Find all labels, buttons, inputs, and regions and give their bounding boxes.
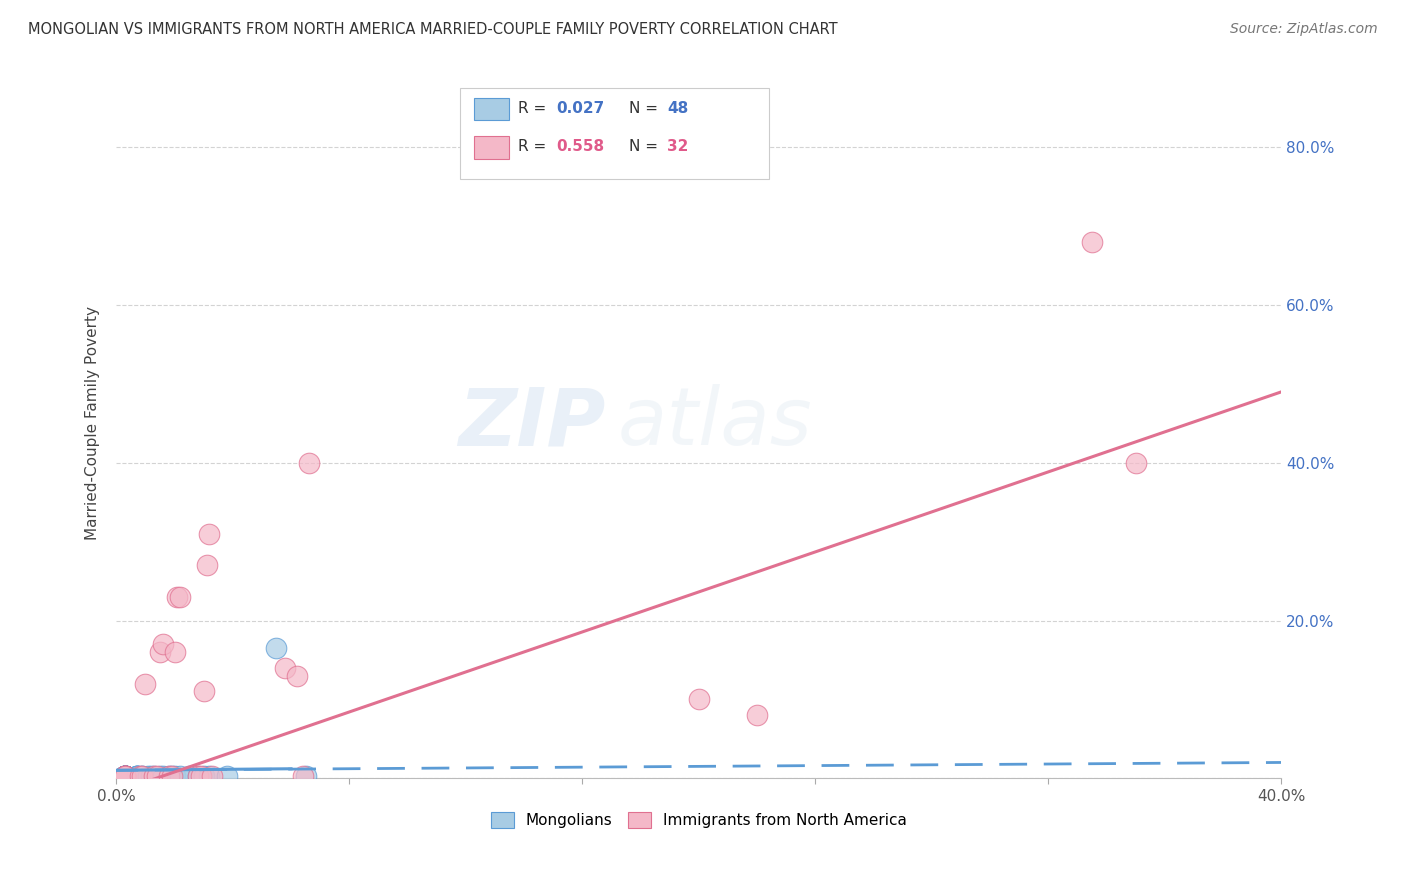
Point — [114, 769, 136, 783]
Point — [136, 769, 159, 783]
Text: N =: N = — [628, 102, 662, 117]
Text: 0.558: 0.558 — [557, 139, 605, 154]
Point — [201, 769, 224, 783]
Point — [114, 769, 136, 783]
Point — [114, 769, 136, 783]
Point — [143, 769, 166, 783]
Point — [114, 769, 136, 783]
Point — [274, 661, 297, 675]
Point — [114, 769, 136, 783]
Text: 48: 48 — [668, 102, 689, 117]
Point — [114, 769, 136, 783]
Point — [125, 769, 148, 783]
Point — [297, 456, 319, 470]
Text: 32: 32 — [668, 139, 689, 154]
Point — [160, 769, 183, 783]
Point — [114, 769, 136, 783]
Point — [114, 769, 136, 783]
Text: ZIP: ZIP — [458, 384, 606, 462]
Point — [134, 676, 156, 690]
Point — [125, 769, 148, 783]
Point — [114, 769, 136, 783]
Text: MONGOLIAN VS IMMIGRANTS FROM NORTH AMERICA MARRIED-COUPLE FAMILY POVERTY CORRELA: MONGOLIAN VS IMMIGRANTS FROM NORTH AMERI… — [28, 22, 838, 37]
Text: atlas: atlas — [617, 384, 813, 462]
Point — [152, 637, 174, 651]
Point — [141, 769, 163, 783]
Point — [114, 769, 136, 783]
Point — [745, 708, 768, 723]
Point — [169, 769, 191, 783]
Point — [125, 769, 148, 783]
Point — [114, 769, 136, 783]
Point — [294, 769, 316, 783]
Point — [114, 769, 136, 783]
Point — [266, 641, 288, 656]
Text: R =: R = — [519, 139, 551, 154]
Point — [143, 769, 166, 783]
Point — [291, 769, 314, 783]
Text: R =: R = — [519, 102, 551, 117]
Point — [688, 692, 710, 706]
Text: 0.027: 0.027 — [557, 102, 605, 117]
Point — [114, 769, 136, 783]
Point — [198, 769, 221, 783]
Point — [285, 669, 308, 683]
Point — [114, 769, 136, 783]
Point — [1125, 456, 1147, 470]
Point — [131, 769, 153, 783]
Point — [190, 769, 212, 783]
Point — [114, 769, 136, 783]
Point — [195, 558, 218, 573]
Point — [114, 769, 136, 783]
Point — [114, 769, 136, 783]
Point — [177, 769, 200, 783]
Point — [114, 769, 136, 783]
Y-axis label: Married-Couple Family Poverty: Married-Couple Family Poverty — [86, 306, 100, 541]
Point — [169, 590, 191, 604]
Point — [114, 769, 136, 783]
Text: N =: N = — [628, 139, 662, 154]
Point — [114, 769, 136, 783]
Point — [131, 769, 153, 783]
Point — [114, 769, 136, 783]
Point — [114, 769, 136, 783]
Point — [114, 769, 136, 783]
Point — [157, 769, 180, 783]
Point — [149, 769, 172, 783]
Point — [193, 769, 215, 783]
Text: Source: ZipAtlas.com: Source: ZipAtlas.com — [1230, 22, 1378, 37]
Point — [163, 769, 186, 783]
Point — [146, 769, 169, 783]
FancyBboxPatch shape — [474, 97, 509, 120]
Point — [114, 769, 136, 783]
Point — [1081, 235, 1104, 249]
Point — [198, 526, 221, 541]
Legend: Mongolians, Immigrants from North America: Mongolians, Immigrants from North Americ… — [485, 806, 912, 834]
Point — [131, 769, 153, 783]
Point — [114, 769, 136, 783]
Point — [187, 769, 209, 783]
Point — [152, 769, 174, 783]
Point — [128, 769, 150, 783]
Point — [163, 645, 186, 659]
Point — [160, 769, 183, 783]
Point — [114, 769, 136, 783]
Point — [187, 769, 209, 783]
Point — [125, 769, 148, 783]
Point — [114, 769, 136, 783]
FancyBboxPatch shape — [460, 87, 769, 178]
Point — [114, 769, 136, 783]
Point — [125, 769, 148, 783]
Point — [157, 769, 180, 783]
Point — [215, 769, 238, 783]
Point — [114, 769, 136, 783]
Point — [193, 684, 215, 698]
Point — [114, 769, 136, 783]
Point — [166, 590, 188, 604]
Point — [114, 769, 136, 783]
FancyBboxPatch shape — [474, 136, 509, 159]
Point — [149, 645, 172, 659]
